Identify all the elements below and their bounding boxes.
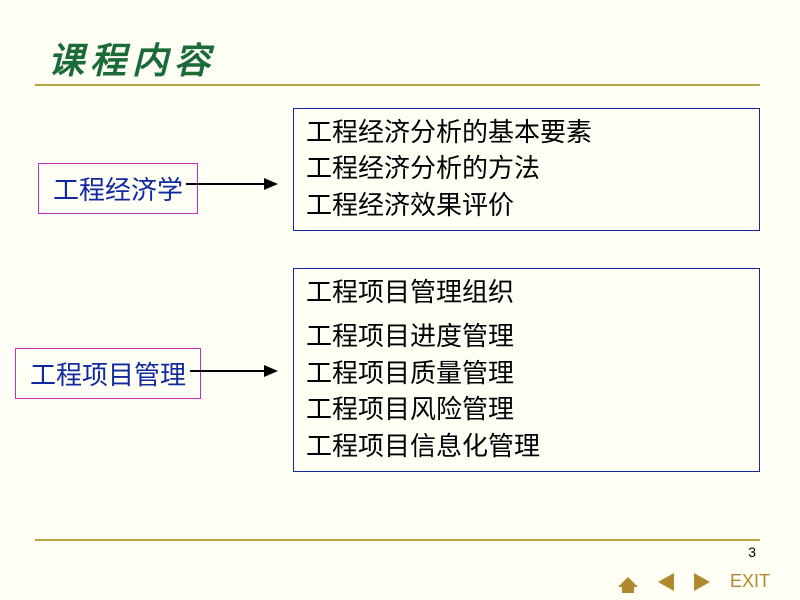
source-box-economics: 工程经济学 [38, 163, 198, 214]
prev-arrow-icon[interactable] [658, 573, 674, 591]
arrow-line [186, 183, 266, 185]
source-label-project-mgmt: 工程项目管理 [30, 361, 186, 390]
bottom-divider [35, 539, 760, 541]
target-line: 工程项目质量管理 [306, 356, 747, 392]
arrow-head-icon [264, 178, 278, 190]
exit-button[interactable]: EXIT [730, 571, 770, 592]
target-line: 工程经济分析的基本要素 [306, 115, 747, 151]
target-line: 工程项目进度管理 [306, 319, 747, 355]
target-line: 工程项目管理组织 [306, 275, 747, 311]
slide-title: 课程内容 [48, 32, 216, 84]
source-box-project-mgmt: 工程项目管理 [15, 348, 201, 399]
arrow-economics [186, 178, 278, 190]
nav-controls: EXIT [618, 571, 770, 592]
target-line: 工程项目风险管理 [306, 392, 747, 428]
next-arrow-icon[interactable] [694, 573, 710, 591]
arrow-line [190, 370, 266, 372]
target-line: 工程经济效果评价 [306, 188, 747, 224]
target-line: 工程项目信息化管理 [306, 429, 747, 465]
target-box-project-mgmt: 工程项目管理组织 工程项目进度管理 工程项目质量管理 工程项目风险管理 工程项目… [293, 268, 760, 472]
home-icon[interactable] [618, 577, 638, 587]
page-number: 3 [748, 544, 756, 560]
source-label-economics: 工程经济学 [53, 176, 183, 205]
title-divider [35, 84, 760, 86]
arrow-head-icon [264, 365, 278, 377]
target-line: 工程经济分析的方法 [306, 151, 747, 187]
arrow-project-mgmt [190, 365, 278, 377]
target-box-economics: 工程经济分析的基本要素 工程经济分析的方法 工程经济效果评价 [293, 108, 760, 231]
